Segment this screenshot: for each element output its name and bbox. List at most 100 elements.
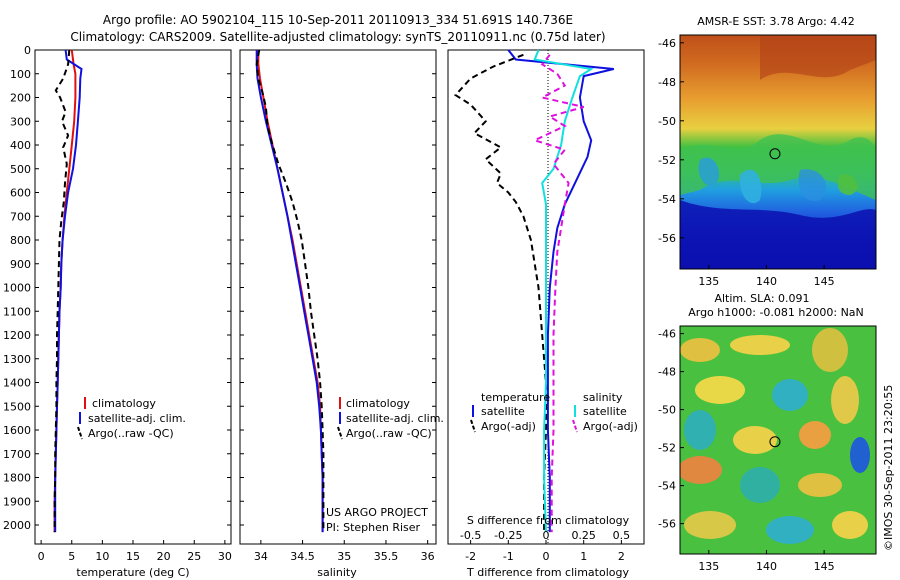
ytick-label: 300 — [10, 115, 31, 128]
map-ytick-label: -54 — [658, 193, 676, 206]
legend-swatch-argo — [77, 426, 83, 440]
map-ytick-label: -50 — [658, 404, 676, 417]
map-xtick-label: 135 — [698, 560, 719, 573]
xtick-label: 20 — [157, 550, 171, 563]
difference-xlabel-top: S difference from climatology — [467, 514, 630, 527]
legend-label-satellite-adj: satellite-adj. clim. — [346, 412, 444, 425]
ytick-label: 100 — [10, 68, 31, 81]
series-line-argo-raw-qc- — [255, 49, 325, 533]
sst-argo-marker — [769, 148, 781, 160]
map-ytick-label: -50 — [658, 115, 676, 128]
ytick-label: 1400 — [3, 377, 31, 390]
ytick-label: 200 — [10, 92, 31, 105]
salinity-xticks: 34 34.5 35 35.5 36 — [254, 540, 435, 563]
project-label: US ARGO PROJECT — [326, 506, 428, 519]
xtick-label: -2 — [465, 550, 476, 563]
ytick-label: 1500 — [3, 400, 31, 413]
ytick-label: 1600 — [3, 424, 31, 437]
xtick-label: 30 — [218, 550, 232, 563]
ytick-label: 1800 — [3, 472, 31, 485]
series-line-argo-adj- — [531, 54, 584, 533]
ytick-label: 600 — [10, 187, 31, 200]
legend-swatch-argo — [337, 426, 343, 440]
s-diff-tick-label: -0.25 — [494, 529, 522, 542]
salinity-lines — [255, 49, 325, 533]
legend-label-climatology: climatology — [92, 397, 156, 410]
s-diff-tick-label: 0.25 — [571, 529, 596, 542]
series-line-satellite-adj-clim- — [54, 49, 83, 533]
map-ytick-label: -56 — [658, 518, 676, 531]
legend-label-climatology: climatology — [346, 397, 410, 410]
xtick-label: 35 — [337, 550, 351, 563]
ytick-label: 0 — [24, 44, 31, 57]
xtick-label: 1 — [580, 550, 587, 563]
legend-label-argo: Argo(..raw -QC) — [88, 427, 174, 440]
map-ytick-label: -48 — [658, 76, 676, 89]
map-ytick-label: -52 — [658, 154, 676, 167]
sla-map-xticks: 135 140 145 — [698, 550, 835, 573]
xtick-label: 34 — [254, 550, 268, 563]
legend-swatch-t-argo — [470, 419, 476, 433]
title-line-1: Argo profile: AO 5902104_115 10-Sep-2011… — [103, 13, 573, 27]
series-line-satellite — [533, 49, 594, 533]
sla-map-frame — [679, 325, 877, 555]
sst-map-yticks: -46 -48 -50 -52 -54 -56 — [658, 37, 684, 245]
s-diff-tick-label: -0.5 — [460, 529, 481, 542]
legend-label-argo: Argo(..raw -QC) — [346, 427, 432, 440]
map-xtick-label: 140 — [756, 560, 777, 573]
salinity-panel: 34 34.5 35 35.5 36 salinity climatology sate… — [239, 49, 444, 579]
credit-label: ©IMOS 30-Sep-2011 23:20:55 — [882, 385, 895, 551]
ytick-label: 700 — [10, 210, 31, 223]
legend-title-temperature: temperature — [481, 391, 550, 404]
map-ytick-label: -54 — [658, 480, 676, 493]
difference-xlabel: T difference from climatology — [466, 566, 629, 579]
xtick-label: 36 — [421, 550, 435, 563]
legend-label-s-satellite: satellite — [583, 405, 627, 418]
xtick-label: -1 — [503, 550, 514, 563]
sla-map-subtitle: Argo h1000: -0.081 h2000: NaN — [688, 306, 864, 319]
xtick-label: 10 — [95, 550, 109, 563]
salinity-xlabel: salinity — [317, 566, 357, 579]
series-line-argo-raw-qc- — [53, 49, 71, 533]
map-xtick-label: 145 — [814, 560, 835, 573]
ytick-label: 800 — [10, 234, 31, 247]
legend-label-t-satellite: satellite — [481, 405, 525, 418]
xtick-label: 35.5 — [374, 550, 399, 563]
ytick-label: 1900 — [3, 495, 31, 508]
sla-map-title: Altim. SLA: 0.091 — [714, 292, 809, 305]
temperature-xlabel: temperature (deg C) — [76, 566, 189, 579]
temperature-panel: 0100200300400500600700800900100011001200… — [3, 44, 232, 579]
sla-map-panel: Altim. SLA: 0.091 Argo h1000: -0.081 h20… — [658, 292, 877, 573]
temperature-axes — [34, 49, 232, 545]
difference-panel: -2 -1 0 1 2 S difference from climatology -0… — [447, 49, 645, 579]
difference-legend: temperature salinity satellite Argo(-adj… — [470, 391, 638, 433]
title-line-2: Climatology: CARS2009. Satellite-adjuste… — [70, 30, 605, 44]
difference-s-ticks: -0.5 -0.25 0 0.25 0.5 — [460, 529, 630, 542]
ytick-label: 1700 — [3, 448, 31, 461]
series-line-argo-adj- — [453, 53, 547, 533]
map-ytick-label: -46 — [658, 328, 676, 341]
salinity-yticks — [240, 49, 436, 526]
xtick-label: 15 — [126, 550, 140, 563]
map-ytick-label: -46 — [658, 37, 676, 50]
xtick-label: 2 — [618, 550, 625, 563]
temperature-xticks: 0 5 10 15 20 25 30 — [38, 540, 232, 563]
sla-map-image — [680, 326, 876, 554]
series-line-satellite — [507, 49, 615, 533]
ytick-label: 1300 — [3, 353, 31, 366]
difference-lines — [453, 49, 615, 533]
xtick-label: 34.5 — [290, 550, 315, 563]
legend-title-salinity: salinity — [583, 391, 623, 404]
ytick-label: 900 — [10, 258, 31, 271]
ytick-label: 1200 — [3, 329, 31, 342]
temperature-yticks: 0 100 200 300 400 500 600 700 800 900 1000 1100 1200… — [3, 44, 231, 532]
sst-map-xticks: 135 140 145 — [698, 265, 835, 288]
ytick-label: 2000 — [3, 519, 31, 532]
map-ytick-label: -56 — [658, 232, 676, 245]
salinity-legend: climatology satellite-adj. clim. Argo(..… — [337, 397, 444, 440]
xtick-label: 0 — [543, 550, 550, 563]
xtick-label: 25 — [187, 550, 201, 563]
sst-map-title: AMSR-E SST: 3.78 Argo: 4.42 — [697, 15, 855, 28]
difference-xticks: -2 -1 0 1 2 — [465, 540, 625, 563]
xtick-label: 5 — [68, 550, 75, 563]
